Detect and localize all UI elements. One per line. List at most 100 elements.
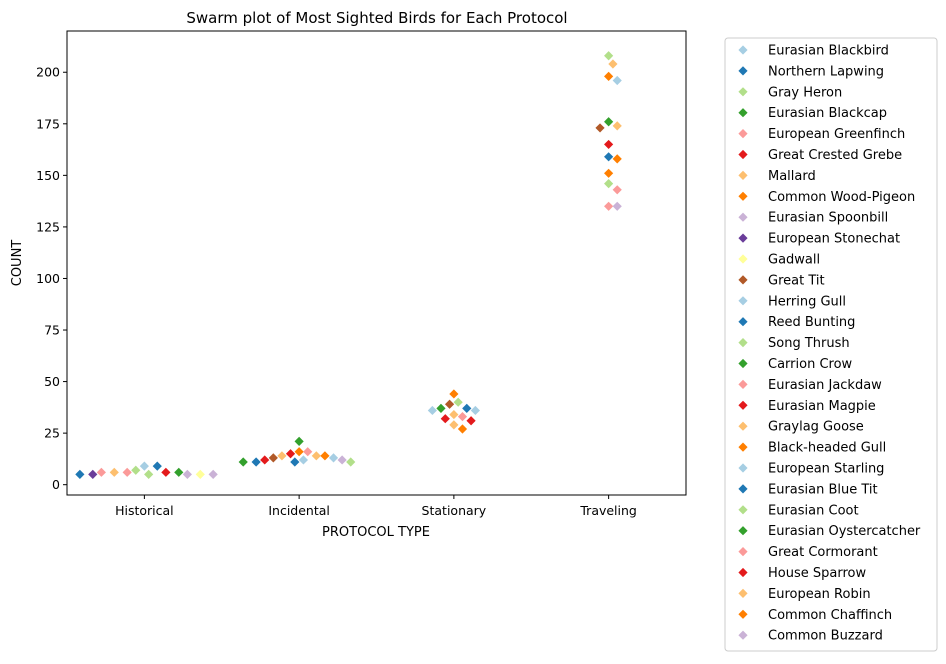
legend-label: European Greenfinch — [768, 127, 905, 142]
legend-marker — [738, 547, 748, 557]
legend-label: Great Tit — [768, 273, 825, 288]
data-point — [328, 453, 339, 463]
legend-marker — [738, 421, 748, 431]
data-point — [144, 469, 154, 479]
legend-marker — [738, 505, 748, 515]
legend-marker — [738, 609, 748, 619]
data-point — [457, 424, 468, 434]
y-tick-label: 125 — [36, 219, 60, 234]
data-point — [612, 75, 622, 86]
y-tick-label: 175 — [36, 116, 60, 131]
legend-label: Song Thrush — [768, 336, 850, 351]
data-point — [251, 457, 261, 467]
legend-marker — [738, 212, 748, 222]
legend-marker — [738, 630, 748, 640]
data-point — [462, 403, 472, 413]
data-point — [88, 469, 98, 479]
legend-label: House Sparrow — [768, 566, 866, 581]
data-point — [612, 121, 622, 131]
data-point — [449, 389, 459, 399]
x-tick-label: Incidental — [268, 503, 330, 518]
legend-marker — [738, 108, 748, 118]
legend-marker — [738, 87, 748, 97]
data-point — [208, 469, 218, 479]
data-point — [174, 467, 184, 477]
legend-label: Eurasian Blackcap — [768, 106, 887, 121]
data-point — [182, 469, 192, 479]
data-point — [139, 461, 149, 471]
data-point — [303, 447, 313, 457]
data-point — [277, 451, 287, 461]
legend-label: Eurasian Blue Tit — [768, 482, 878, 497]
legend-marker — [738, 442, 748, 452]
legend-marker — [738, 588, 748, 598]
y-tick-label: 150 — [36, 168, 60, 183]
legend-label: Herring Gull — [768, 294, 846, 309]
y-tick-label: 100 — [36, 271, 60, 286]
data-point — [444, 399, 455, 409]
legend-label: Eurasian Magpie — [768, 399, 876, 414]
data-point — [453, 397, 463, 407]
legend-marker — [738, 233, 748, 243]
legend-label: European Starling — [768, 462, 884, 477]
data-point — [75, 469, 85, 479]
legend-marker — [738, 129, 748, 139]
legend-label: Common Buzzard — [768, 629, 883, 644]
legend-label: Eurasian Oystercatcher — [768, 524, 921, 539]
x-tick-label: Stationary — [422, 503, 487, 518]
legend-label: Carrion Crow — [768, 357, 853, 372]
data-point — [294, 447, 304, 457]
legend-label: Reed Bunting — [768, 315, 855, 330]
x-tick-label: Traveling — [579, 503, 637, 518]
legend-label: Eurasian Coot — [768, 503, 859, 518]
data-point — [298, 455, 309, 465]
data-point — [109, 467, 119, 477]
legend-marker — [738, 338, 748, 348]
legend-marker — [738, 484, 748, 494]
data-point — [608, 59, 618, 69]
data-point — [604, 117, 614, 127]
data-point — [96, 467, 106, 477]
y-axis-ticks: 0 25 50 75 100 125 150 175 200 — [36, 65, 67, 492]
y-tick-label: 200 — [36, 65, 60, 80]
x-tick-label: Historical — [115, 503, 174, 518]
legend-marker — [738, 358, 748, 369]
legend-label: Common Wood-Pigeon — [768, 190, 915, 205]
legend-label: Common Chaffinch — [768, 608, 892, 623]
data-point — [436, 403, 446, 413]
data-point — [449, 420, 459, 430]
legend-label: Northern Lapwing — [768, 64, 884, 79]
legend-label: Eurasian Spoonbill — [768, 211, 888, 226]
data-point — [604, 201, 614, 211]
legend-marker — [738, 275, 748, 285]
legend-marker — [738, 191, 748, 201]
x-axis-label: PROTOCOL TYPE — [322, 525, 430, 540]
data-point — [612, 185, 622, 195]
data-point — [320, 451, 330, 461]
legend-marker — [738, 254, 748, 264]
legend-marker — [738, 45, 748, 55]
plot-frame — [66, 30, 687, 496]
legend-label: Black-headed Gull — [768, 441, 886, 456]
data-point — [195, 469, 205, 479]
data-point — [337, 455, 347, 465]
data-points — [75, 51, 622, 479]
chart-legend: Eurasian Blackbird Northern Lapwing Gray H… — [724, 37, 938, 652]
data-point — [161, 467, 171, 477]
y-tick-label: 75 — [44, 323, 60, 338]
data-point — [466, 416, 476, 426]
data-point — [604, 179, 614, 189]
data-point — [152, 461, 162, 471]
legend-label: Gray Heron — [768, 85, 842, 100]
legend-marker — [738, 400, 748, 410]
data-point — [294, 436, 304, 446]
data-point — [470, 405, 480, 416]
legend-label: Great Cormorant — [768, 545, 878, 560]
data-point — [285, 449, 296, 459]
data-point — [260, 455, 270, 465]
y-axis-label: COUNT — [10, 240, 25, 287]
legend-marker — [738, 317, 748, 327]
y-tick-label: 25 — [44, 426, 60, 441]
